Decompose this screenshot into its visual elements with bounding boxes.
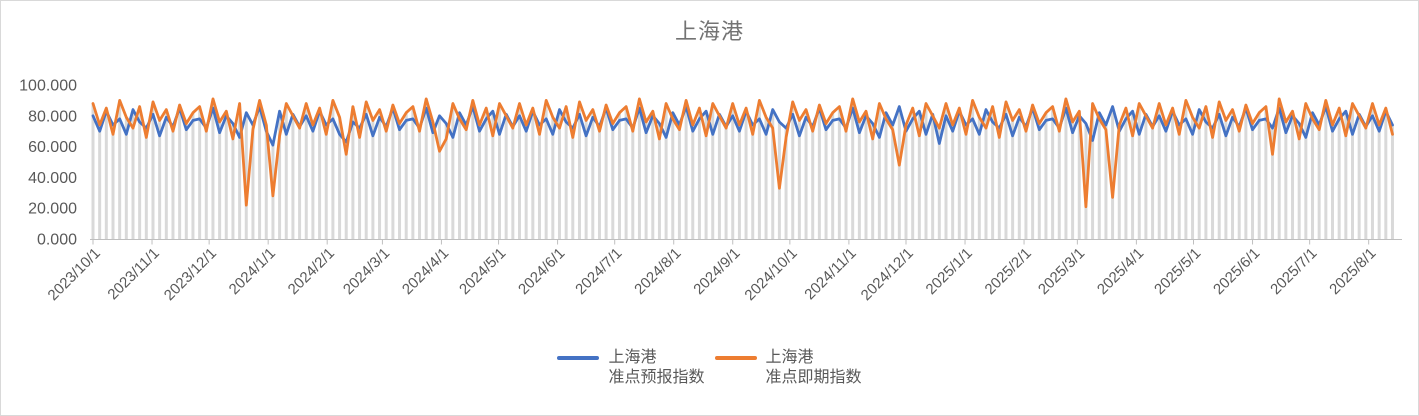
chart-title: 上海港: [674, 19, 744, 44]
y-axis-label: 60.000: [28, 139, 77, 156]
series-spot-line: [91, 97, 1394, 209]
legend-spot-line2: 准点即期指数: [765, 369, 862, 386]
x-axis-label: 2024/1/1: [226, 245, 279, 298]
x-axis-label: 2025/7/1: [1267, 245, 1320, 298]
x-axis-label: 2023/11/1: [104, 245, 162, 303]
legend-forecast-line2: 准点预报指数: [608, 369, 705, 386]
legend-spot-line1: 上海港: [765, 349, 814, 366]
legend-forecast-line1: 上海港: [608, 349, 657, 366]
legend: 上海港 准点预报指数 上海港 准点即期指数: [1, 348, 1418, 388]
x-axis-label: 2024/10/1: [741, 245, 800, 304]
x-axis-label: 2024/8/1: [631, 245, 684, 298]
x-axis-ticks: [92, 239, 1370, 245]
y-axis-labels: 100.000 80.000 60.000 40.000 20.000 0.000: [19, 78, 77, 249]
drop-lines: [91, 98, 1394, 239]
x-axis-label: 2024/6/1: [515, 245, 568, 298]
y-axis-label: 0.000: [37, 232, 77, 249]
legend-label-forecast: 上海港 准点预报指数: [608, 348, 704, 388]
x-axis-label: 2024/12/1: [858, 245, 917, 304]
x-axis-label: 2024/7/1: [572, 245, 625, 298]
x-axis-label: 2025/3/1: [1035, 245, 1088, 298]
x-axis-label: 2024/11/1: [801, 245, 859, 303]
x-axis-label: 2024/3/1: [340, 245, 393, 298]
x-axis-label: 2025/5/1: [1151, 245, 1204, 298]
x-axis-label: 2025/6/1: [1210, 245, 1263, 298]
x-axis-label: 2024/5/1: [456, 245, 509, 298]
y-axis-label: 40.000: [28, 170, 77, 187]
spot-line-swatch: [714, 356, 757, 360]
y-axis-label: 80.000: [28, 108, 77, 125]
x-axis-label: 2024/2/1: [285, 245, 338, 298]
x-axis-label: 2025/1/1: [923, 245, 976, 298]
y-axis-label: 100.000: [19, 78, 77, 95]
legend-item-forecast: 上海港 准点预报指数: [557, 348, 705, 388]
legend-label-spot: 上海港 准点即期指数: [766, 348, 862, 388]
x-axis-label: 2023/10/1: [45, 245, 104, 304]
x-axis-label: 2025/4/1: [1094, 245, 1147, 298]
x-axis-label: 2025/8/1: [1326, 245, 1379, 298]
x-axis-label: 2025/2/1: [982, 245, 1035, 298]
forecast-line-swatch: [557, 356, 600, 360]
x-axis-label: 2024/4/1: [399, 245, 452, 298]
x-axis-label: 2024/9/1: [690, 245, 743, 298]
y-axis-label: 20.000: [28, 201, 77, 218]
x-axis-label: 2023/12/1: [161, 245, 220, 304]
legend-item-spot: 上海港 准点即期指数: [714, 348, 862, 388]
